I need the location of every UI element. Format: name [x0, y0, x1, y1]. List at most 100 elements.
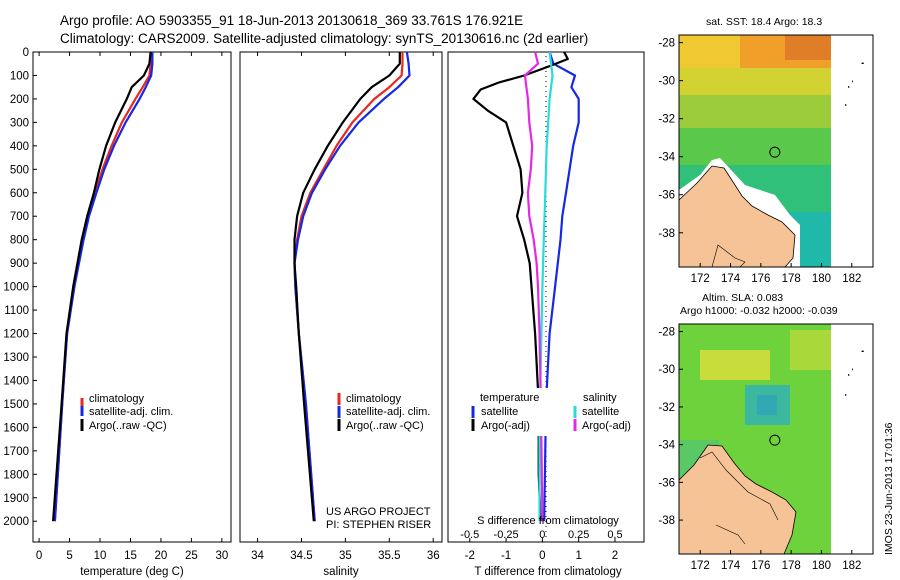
legend-t-argo: Argo(-adj) [481, 420, 530, 432]
sla-map-frame [678, 323, 874, 555]
x-tick-label: 34 [251, 550, 264, 562]
series-line-temperature-argo-adj- [472, 52, 569, 522]
x2-tick-label: -0.5 [460, 529, 479, 541]
legend-salinity-title: salinity [583, 392, 617, 404]
lat-tick-label: -34 [658, 440, 675, 452]
x2-tick-label: 0 [539, 529, 545, 541]
legend-t-satellite: satellite [481, 406, 518, 418]
lon-tick-label: 178 [782, 273, 801, 285]
header-line-1: Argo profile: AO 5903355_91 18-Jun-2013 … [60, 13, 523, 28]
temperature-lines [52, 52, 154, 522]
series-line-salinity-argo-adj- [523, 52, 544, 522]
difference-legend: temperature salinity satellite Argo(-adj… [471, 392, 631, 432]
series-line-argo-raw-qc- [52, 52, 152, 522]
salinity-legend: climatology satellite-adj. clim. Argo(..… [337, 393, 430, 432]
sla-high-patch-2 [790, 330, 831, 370]
x-tick-label: 0 [539, 550, 545, 562]
s-difference-label: S difference from climatology [477, 515, 619, 527]
depth-axis: 0 100 200 300 400 500 600 700 800 900 1000 1100 1200… [3, 47, 37, 528]
lon-tick-label: 176 [751, 560, 770, 572]
legend-climatology: climatology [346, 393, 402, 405]
lon-tick-label: 180 [812, 273, 831, 285]
sst-band-1 [679, 68, 831, 98]
lat-tick-label: -30 [658, 364, 675, 376]
lon-tick-label: 172 [691, 273, 710, 285]
depth-tick-label: 1700 [3, 446, 29, 458]
depth-tick-label: 200 [10, 94, 29, 106]
x-tick-label: 0 [36, 550, 42, 562]
x-tick-label: 2 [612, 550, 618, 562]
temperature-x-axis: 0 5 10 15 20 25 30 [36, 52, 228, 562]
sst-band-3 [679, 128, 831, 168]
lat-tick-label: -28 [658, 38, 675, 50]
sst-land-detail [711, 244, 746, 268]
depth-tick-label: 1400 [3, 375, 29, 387]
legend-argo-raw: Argo(..raw -QC) [89, 420, 167, 432]
x-tick-label: -2 [465, 550, 475, 562]
x2-tick-label: -0.25 [494, 529, 519, 541]
legend-argo-raw: Argo(..raw -QC) [346, 420, 424, 432]
depth-tick-label: 1300 [3, 352, 29, 364]
lat-tick-label: -36 [658, 190, 675, 202]
x-tick-label: -1 [501, 550, 511, 562]
legend-temperature-title: temperature [480, 392, 539, 404]
sla-lowest-patch [757, 395, 777, 415]
lat-tick-label: -38 [658, 228, 675, 240]
lat-tick-label: -38 [658, 515, 675, 527]
series-line-temperature-satellite [543, 52, 580, 522]
legend-satellite-adj: satellite-adj. clim. [89, 406, 173, 418]
lat-tick-label: -32 [658, 114, 675, 126]
sst-argo-position-marker [769, 146, 781, 158]
difference-legend-bg [466, 388, 642, 436]
difference-axes: -2 -1 0 1 2 -0.5 -0.25 0 0.25 0.5 [460, 529, 622, 562]
lat-tick-label: -34 [658, 152, 675, 164]
lat-tick-label: -30 [658, 76, 675, 88]
sla-map: Altim. SLA: 0.083 Argo h1000: -0.032 h20… [658, 292, 874, 572]
sst-title: sat. SST: 18.4 Argo: 18.3 [706, 16, 822, 28]
imos-timestamp: IMOS 23-Jun-2013 17:01:36 [883, 422, 895, 555]
x2-tick-label: 0.25 [568, 529, 589, 541]
depth-tick-label: 300 [10, 117, 29, 129]
depth-tick-label: 2000 [3, 516, 29, 528]
depth-tick-label: 600 [10, 188, 29, 200]
lat-tick-label: -36 [658, 477, 675, 489]
lat-tick-label: -32 [658, 402, 675, 414]
x-tick-label: 5 [66, 550, 72, 562]
sst-map-frame [678, 34, 874, 268]
lon-tick-label: 182 [842, 273, 861, 285]
legend-satellite-adj: satellite-adj. clim. [346, 406, 430, 418]
sla-land-north-island [678, 444, 797, 555]
sla-title-2: Argo h1000: -0.032 h2000: -0.039 [680, 305, 838, 317]
lon-tick-label: 172 [691, 560, 710, 572]
sla-map-axes: 172 174 176 178 180 182 -28 -30 -32 -34 -36 -38 [658, 327, 861, 572]
depth-tick-label: 400 [10, 141, 29, 153]
depth-tick-label: 1500 [3, 399, 29, 411]
header-line-2: Climatology: CARS2009. Satellite-adjuste… [60, 31, 588, 46]
series-line-argo-raw-qc- [293, 52, 401, 522]
depth-tick-label: 1100 [4, 305, 29, 317]
depth-tick-label: 800 [10, 235, 29, 247]
depth-tick-label: 700 [10, 211, 29, 223]
sst-kermadec-islands [845, 62, 864, 106]
depth-tick-label: 0 [23, 47, 29, 59]
temperature-axes-frame [32, 51, 232, 543]
salinity-panel: 34 34.5 35 35.5 36 climatology satellite-adj… [239, 51, 443, 578]
x-tick-label: 36 [427, 550, 440, 562]
sla-kermadec-islands [845, 350, 864, 396]
x-tick-label: 1 [575, 550, 581, 562]
lon-tick-label: 174 [721, 273, 741, 285]
x-tick-label: 35 [339, 550, 352, 562]
legend-s-argo: Argo(-adj) [582, 420, 631, 432]
sla-high-patch [700, 350, 770, 380]
depth-tick-label: 1200 [3, 329, 29, 341]
sla-contour [699, 451, 779, 545]
lon-tick-label: 176 [751, 273, 770, 285]
pi-label: PI: STEPHEN RISER [326, 519, 431, 531]
legend-climatology: climatology [89, 393, 145, 405]
sla-title-1: Altim. SLA: 0.083 [702, 292, 783, 304]
lat-tick-label: -28 [658, 327, 675, 339]
temperature-panel: 0100200300400500600700800900100011001200… [3, 47, 232, 578]
x-tick-label: 35.5 [378, 550, 400, 562]
sst-map: sat. SST: 18.4 Argo: 18.3 172 174 176 178 18… [658, 16, 874, 285]
depth-tick-label: 1000 [3, 282, 29, 294]
